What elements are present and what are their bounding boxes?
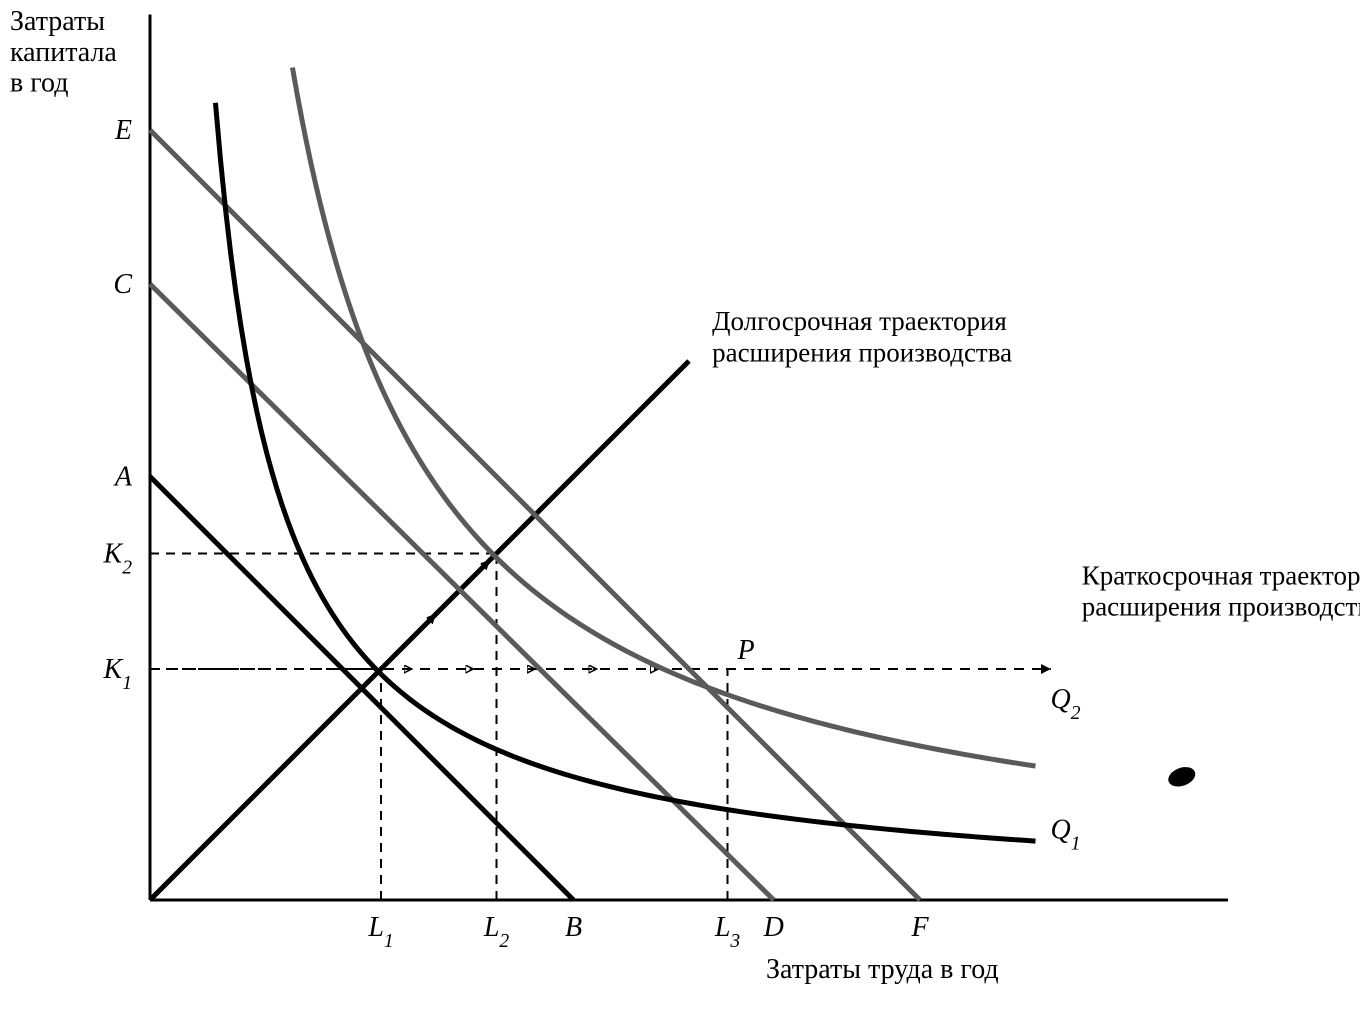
x-tick-label: L1 [367, 912, 393, 952]
x-tick-label: F [910, 912, 929, 943]
y-tick-label: A [113, 462, 133, 493]
point-label-Q2: Q2 [1051, 684, 1081, 724]
x-tick-label: L3 [714, 912, 741, 952]
isoquant-Q2 [292, 68, 1035, 767]
y-axis-label: Затратыкапиталав год [10, 6, 117, 99]
x-tick-label: L2 [483, 912, 510, 952]
y-tick-label: K2 [103, 539, 133, 579]
x-tick-label: B [565, 912, 582, 943]
y-tick-label: C [113, 269, 132, 300]
point-label-Q1: Q1 [1051, 815, 1081, 855]
y-tick-label: E [114, 115, 132, 146]
artifact-blob [1166, 764, 1198, 790]
annotation: Краткосрочная траекториярасширения произ… [1082, 560, 1360, 621]
annotation: Долгосрочная траекториярасширения произв… [712, 306, 1012, 367]
x-tick-label: D [763, 912, 784, 943]
expansion-path-diagram: Затратыкапиталав год Затраты труда в год E… [0, 0, 1360, 1032]
x-axis-label: Затраты труда в год [766, 954, 999, 985]
point-label-P: P [737, 635, 755, 666]
long-run-expansion-path [150, 361, 689, 900]
y-tick-label: K1 [103, 654, 132, 694]
